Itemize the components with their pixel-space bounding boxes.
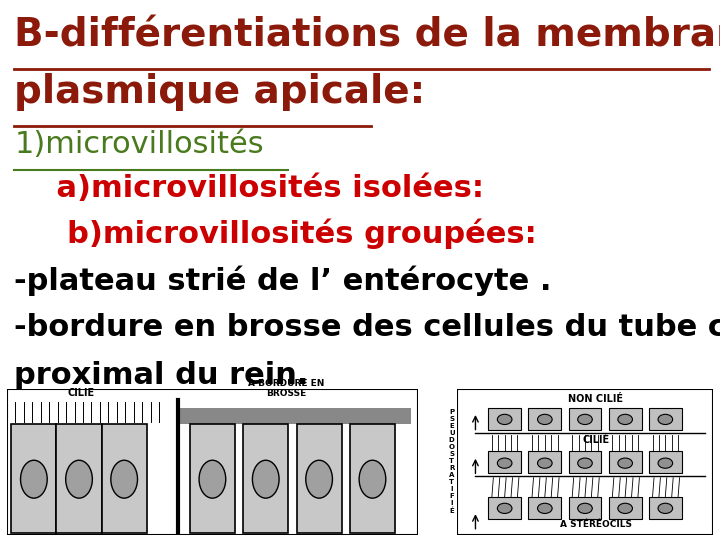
Text: B-différentiations de la membrane: B-différentiations de la membrane: [14, 16, 720, 54]
Ellipse shape: [498, 458, 512, 468]
Ellipse shape: [618, 503, 632, 514]
Text: -bordure en brosse des cellules du tube contourné: -bordure en brosse des cellules du tube …: [14, 313, 720, 342]
Ellipse shape: [618, 458, 632, 468]
Ellipse shape: [21, 460, 48, 498]
Text: plasmique apicale:: plasmique apicale:: [14, 73, 426, 111]
Text: CILIÉ: CILIÉ: [582, 435, 610, 445]
Ellipse shape: [577, 458, 593, 468]
Ellipse shape: [111, 460, 138, 498]
Bar: [457, 389, 713, 535]
Ellipse shape: [199, 460, 226, 498]
Ellipse shape: [498, 503, 512, 514]
Text: proximal du rein.: proximal du rein.: [14, 361, 309, 390]
Bar: [569, 408, 601, 430]
Bar: [608, 408, 642, 430]
Text: A BORDURE EN
BROSSE: A BORDURE EN BROSSE: [248, 379, 325, 398]
Bar: [56, 424, 102, 533]
Text: P
S
E
U
D
O
S
T
R
A
T
I
F
I
É: P S E U D O S T R A T I F I É: [449, 409, 455, 514]
Bar: [528, 408, 562, 430]
Bar: [243, 424, 288, 533]
Bar: [488, 497, 521, 518]
Ellipse shape: [538, 414, 552, 424]
Text: 1)microvillosités: 1)microvillosités: [14, 130, 264, 159]
Bar: [488, 451, 521, 474]
Bar: [12, 424, 56, 533]
Ellipse shape: [658, 503, 672, 514]
Bar: [350, 424, 395, 533]
Ellipse shape: [618, 414, 632, 424]
Text: CILIE: CILIE: [68, 388, 94, 398]
Bar: [102, 424, 147, 533]
Bar: [178, 408, 411, 424]
Text: A STÉRÉOCILS: A STÉRÉOCILS: [560, 521, 632, 529]
Ellipse shape: [658, 414, 672, 424]
Ellipse shape: [306, 460, 333, 498]
Bar: [649, 408, 682, 430]
Ellipse shape: [253, 460, 279, 498]
Ellipse shape: [538, 503, 552, 514]
Bar: [297, 424, 342, 533]
Bar: [608, 497, 642, 518]
Ellipse shape: [359, 460, 386, 498]
Bar: [569, 451, 601, 474]
Bar: [649, 451, 682, 474]
Bar: [488, 408, 521, 430]
Ellipse shape: [577, 503, 593, 514]
Ellipse shape: [658, 458, 672, 468]
Bar: [649, 497, 682, 518]
Ellipse shape: [577, 414, 593, 424]
Bar: [190, 424, 235, 533]
Text: b)microvillosités groupées:: b)microvillosités groupées:: [14, 218, 537, 248]
Bar: [528, 497, 562, 518]
Ellipse shape: [498, 414, 512, 424]
Bar: [608, 451, 642, 474]
Text: NON CILIÉ: NON CILIÉ: [569, 394, 624, 404]
Bar: [569, 497, 601, 518]
Ellipse shape: [538, 458, 552, 468]
Ellipse shape: [66, 460, 92, 498]
Text: a)microvillosités isolées:: a)microvillosités isolées:: [14, 174, 485, 203]
Text: -plateau strié de l’ entérocyte .: -plateau strié de l’ entérocyte .: [14, 266, 552, 296]
Bar: [528, 451, 562, 474]
Bar: [7, 389, 418, 535]
